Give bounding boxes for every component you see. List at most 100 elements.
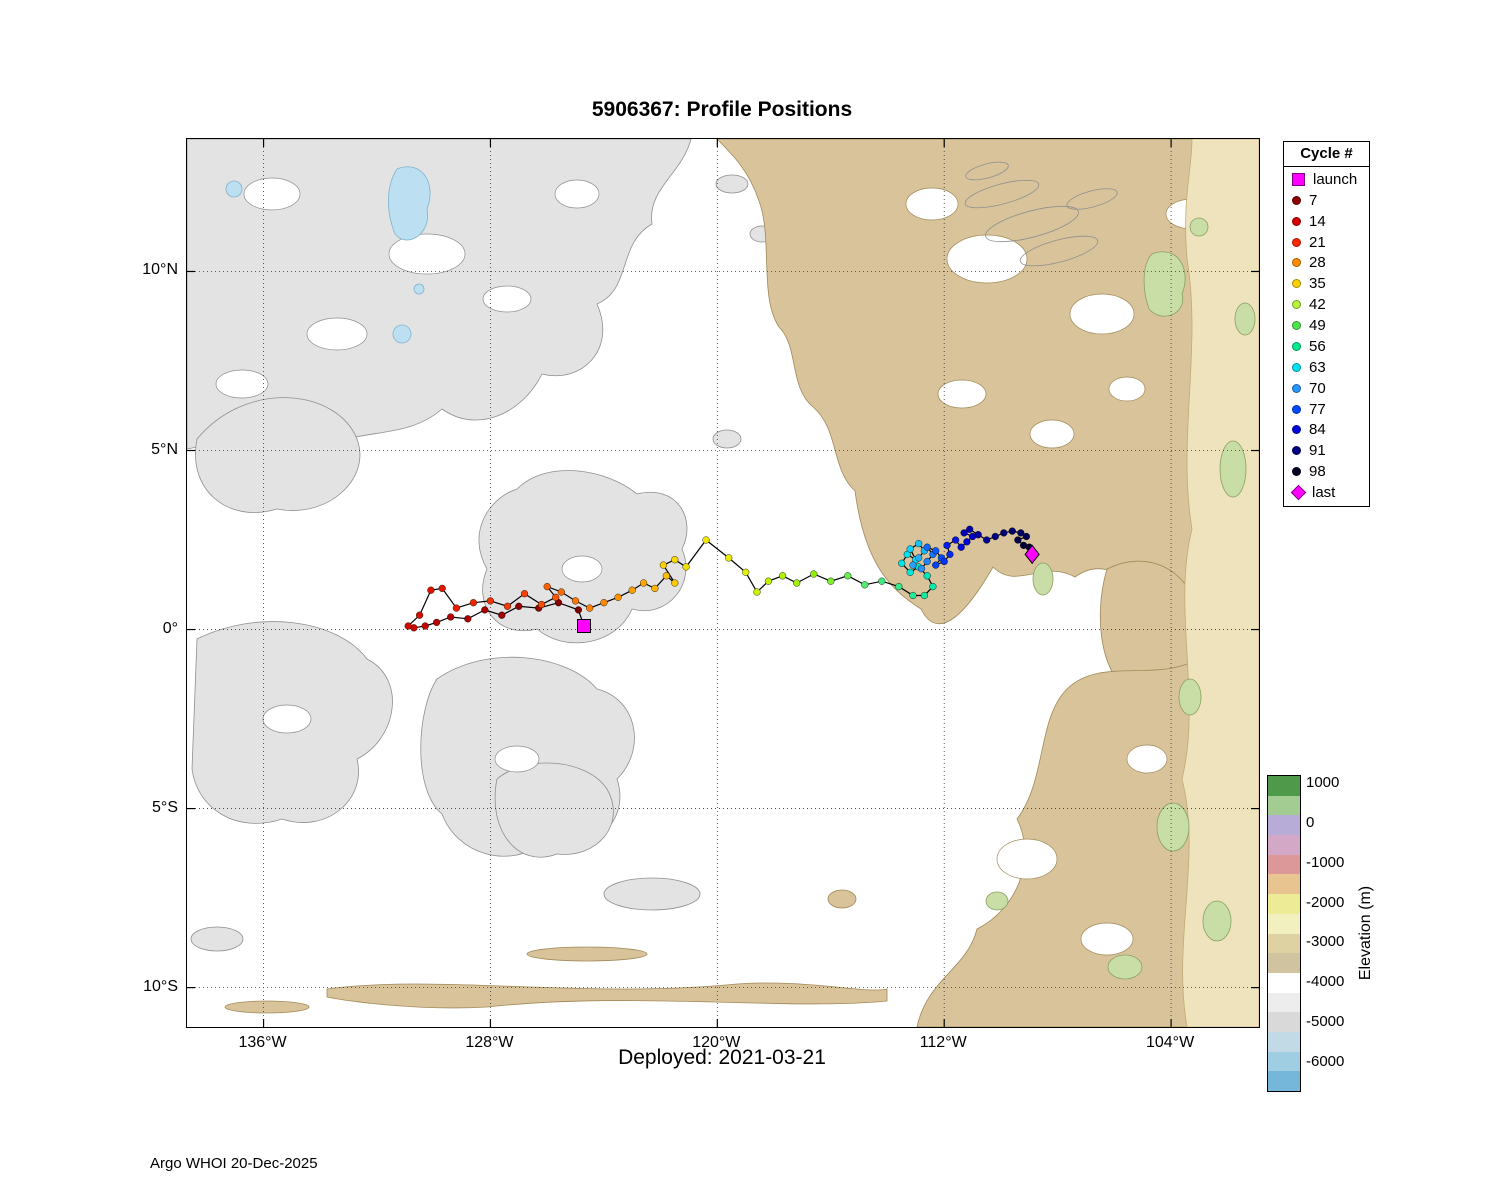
profile-position-dot [543,583,551,591]
legend-item: 70 [1284,379,1369,398]
cycle-dot-marker [1292,279,1301,289]
legend-item-label: 91 [1309,442,1326,460]
profile-position-dot [438,584,446,593]
shallow-green-patch [1234,302,1256,336]
profile-position-dot [793,579,801,587]
shallow-green-patch [1202,900,1232,942]
legend-item: 14 [1284,212,1369,231]
profile-position-dot [920,591,929,600]
float-trajectory-layer [404,525,1040,633]
contour-squiggle [1066,188,1118,210]
colorbar-band [1268,795,1300,816]
abyssal-gray-patch [715,174,749,194]
profile-position-dot [906,545,914,553]
profile-position-dot [503,602,512,610]
abyssal-gray-region [195,397,361,513]
legend-item-label: 14 [1309,212,1326,230]
profile-position-dot [915,554,923,562]
profile-position-dot [917,565,926,573]
contour-squiggle [964,179,1040,209]
colorbar-band [1268,1071,1300,1091]
profile-position-dot [557,588,565,596]
profile-position-dot [909,591,917,600]
basin-white-patch [215,369,269,399]
colorbar-tick-label: 1000 [1306,773,1340,791]
ridge-tan-streak [224,1000,310,1014]
profile-position-dot [614,593,622,601]
abyssal-gray-patch [190,926,244,952]
colorbar-band [1268,874,1300,895]
cycle-dot-marker [1292,362,1301,372]
colorbar-band [1268,894,1300,914]
legend-item: 7 [1284,191,1369,210]
deep-trench-patch [392,324,412,344]
cycle-dot-marker [1292,216,1301,226]
legend-item: 21 [1284,233,1369,252]
bathymetry-layer [187,139,1259,1027]
profile-position-dot [498,611,506,619]
profile-position-dot [991,532,999,541]
profile-position-dot [682,563,690,571]
legend-item: 91 [1284,441,1369,460]
cycle-dot-marker [1292,300,1301,310]
profile-position-dot [571,597,580,605]
cycle-dot-marker [1292,195,1301,205]
legend-item: 49 [1284,316,1369,335]
profile-position-dot [651,584,659,593]
basin-white-patch [1069,293,1135,335]
legend-item-label: 70 [1309,379,1326,397]
cycle-dot-marker [1292,321,1301,331]
shallow-green-patch [1156,802,1190,852]
basin-white-patch [554,179,600,209]
profile-position-dot [946,550,954,559]
colorbar-band [1268,776,1300,796]
legend-item: 98 [1284,462,1369,481]
profile-position-dot [827,577,835,585]
map-plot-area [186,138,1260,1028]
profile-position-dot [628,586,636,594]
colorbar-band [1268,854,1300,875]
y-axis-tick-label: 10°S [143,977,178,995]
colorbar-band [1268,1012,1300,1032]
contour-squiggle [965,161,1009,181]
profile-position-dot [659,561,668,569]
x-axis-tick-label: 112°W [919,1034,967,1051]
profile-position-dot [725,554,733,562]
profile-position-dot [1017,529,1025,537]
profile-position-dot [764,577,773,585]
ridge-tan-streak [326,982,888,1009]
attribution-footer: Argo WHOI 20-Dec-2025 [150,1155,318,1172]
legend-item: last [1284,483,1369,502]
colorbar-tick-label: -3000 [1306,933,1345,951]
colorbar-band [1268,972,1300,993]
legend-item: 77 [1284,400,1369,419]
deployment-date-label: Deployed: 2021-03-21 [618,1046,826,1069]
profile-position-dot [537,600,546,609]
colorbar-tick-label: -5000 [1306,1013,1345,1031]
profile-position-dot [416,611,424,619]
profile-position-dot [929,583,937,591]
shallow-green-patch [1189,217,1209,237]
legend-title: Cycle # [1284,142,1369,167]
profile-position-dot [662,572,670,580]
profile-position-dot [1022,532,1031,541]
abyssal-gray-region [494,762,614,858]
profile-position-dot [1014,536,1022,544]
profile-position-dot [932,547,940,555]
profile-position-dot [671,579,679,587]
colorbar-band [1268,1031,1300,1052]
ridge-tan-streak [526,946,648,962]
x-axis-tick-label: 104°W [1145,1034,1195,1051]
y-axis-tick-label: 10°N [142,261,178,279]
legend-item-label: launch [1313,170,1358,188]
colorbar-tick-label: -1000 [1306,853,1345,871]
basin-white-patch [561,555,603,583]
profile-position-dot [515,602,523,610]
profile-position-dot [923,543,931,551]
profile-position-dot [844,572,852,580]
basin-white-patch [937,379,987,409]
profile-position-dot [464,615,472,623]
y-axis-tick-label: 5°S [152,798,178,816]
abyssal-gray-patch [603,877,701,911]
cycle-dot-marker [1292,404,1301,414]
